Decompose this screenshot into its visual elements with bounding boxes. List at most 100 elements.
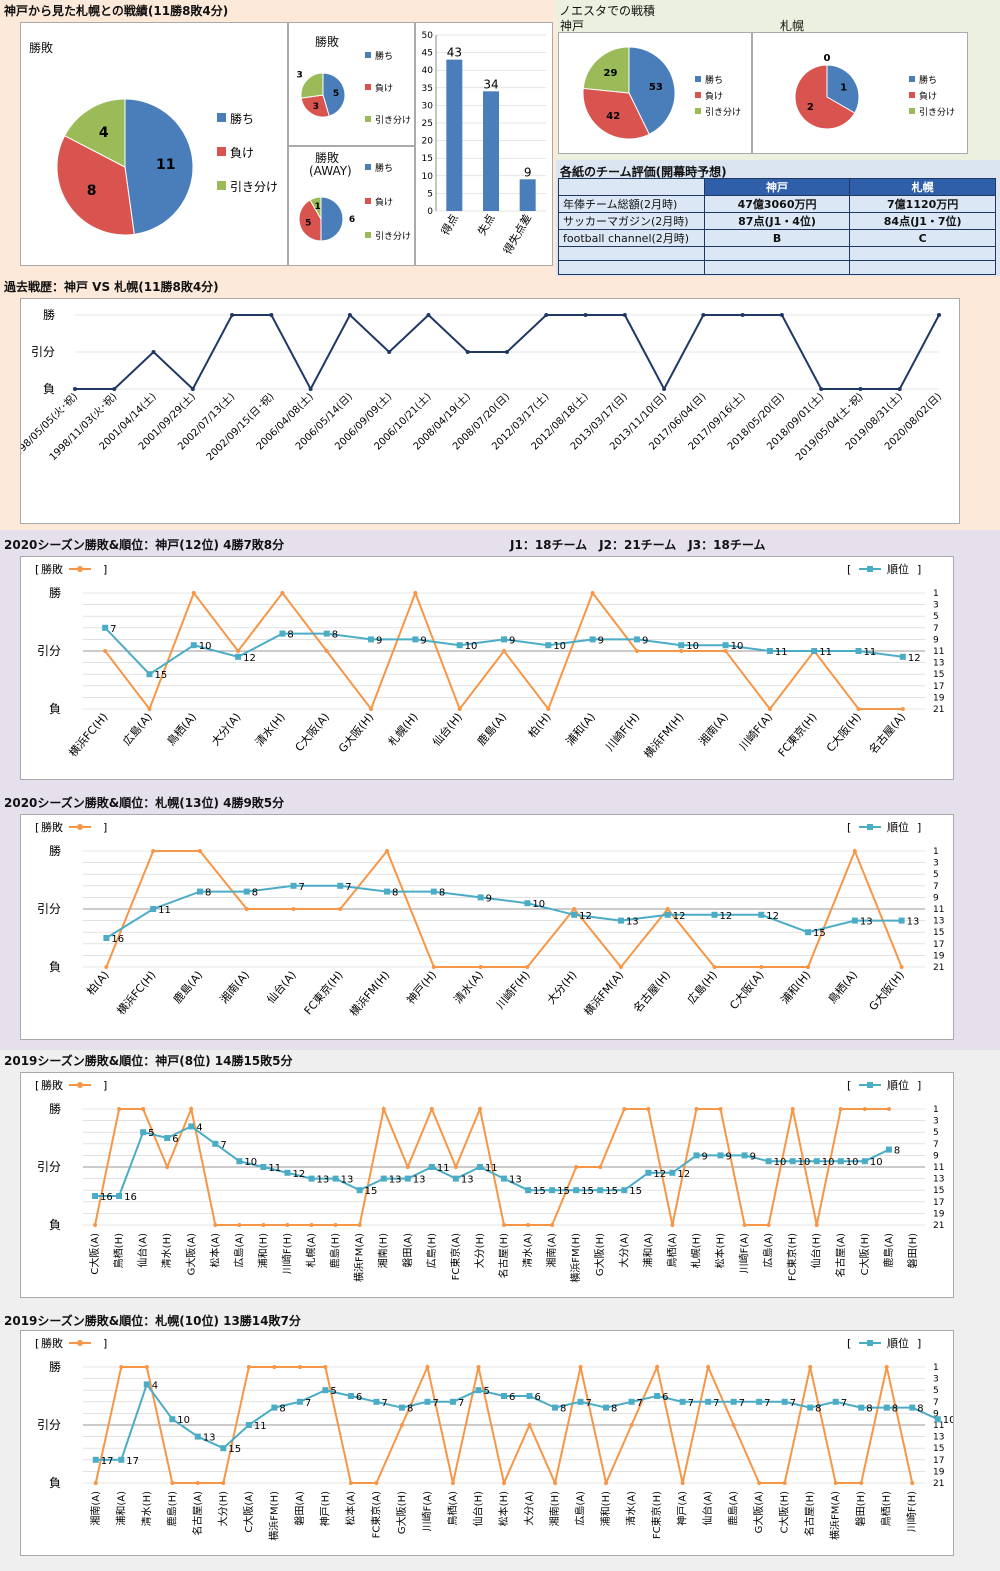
rank-data-label: 7 [586,1398,592,1409]
eval-row-sapporo: 84点(J1・7位) [849,212,996,230]
season-result-label: 負 [49,702,61,716]
result-point [476,1365,481,1369]
rank-data-label: 9 [420,635,426,646]
rank-data-label: 10 [244,1157,257,1168]
rank-data-label: 12 [673,911,686,922]
pie-slice [320,196,344,242]
rank-point [452,1175,459,1182]
rank-point [212,1140,219,1147]
result-point [246,1365,251,1369]
pie-legend-label: 負け [375,196,393,208]
history-point [583,313,588,317]
season-rank-tick: 17 [933,940,944,950]
rank-point [196,888,203,895]
pie-legend-label: 勝ち [375,50,393,62]
season-x-label: 鹿島(A) [170,968,205,1006]
rank-point [169,1416,176,1423]
pie-legend-label: 引き分け [705,107,741,118]
result-point [197,849,202,853]
history-point [230,313,235,317]
pie-slice [63,98,126,168]
season-x-label: 広島(H) [425,1233,438,1268]
rank-data-label: 11 [268,1163,281,1174]
season-result-label: 引分 [37,1418,61,1432]
pie-slice-label: 2 [807,102,814,113]
result-point [369,707,374,711]
result-point [646,1107,651,1111]
rank-data-label: 8 [892,1404,898,1415]
result-point [856,707,861,711]
pie-legend-swatch [909,92,915,98]
season-x-label: C大阪(A) [726,968,766,1012]
season-x-label: FC東京(A) [369,1491,382,1538]
rank-point [571,911,578,918]
rank-data-label: 7 [790,1398,796,1409]
result-point [665,907,670,911]
season-rank-tick: 21 [933,963,944,973]
rank-data-label: 13 [461,1175,474,1186]
season-x-label: 大分(H) [216,1491,229,1526]
rank-data-label: 10 [798,1157,811,1168]
pie-legend-label: 勝ち [919,74,937,86]
season-x-label: 横浜FM(H) [641,710,687,761]
season-x-label: FC東京(H) [786,1233,799,1281]
rank-point [236,1158,243,1165]
s2019-kobe-title: 2019シーズン勝敗&順位：神戸(8位) 14勝15敗5分 [4,1054,293,1068]
result-point [502,1223,506,1227]
rank-point [92,1193,99,1199]
pie-legend-label: 負け [230,146,254,160]
season-x-label: 浦和(A) [114,1491,127,1526]
rank-data-label: 16 [100,1192,113,1203]
rank-point [102,624,109,631]
rank-point [722,642,729,649]
result-point [629,1423,634,1427]
away-pie-title-l1: 勝敗 [315,151,340,165]
rank-point [356,1187,363,1194]
rank-point [711,911,718,918]
rank-data-label: 7 [432,1398,438,1409]
result-point [399,1423,404,1427]
season-rank-tick: 3 [933,601,939,611]
rank-point [140,1129,147,1136]
eval-row: サッカーマガジン(2月時) 87点(J1・4位) 84点(J1・7位) [558,212,996,230]
legend-result-marker [77,566,83,572]
season-x-label: 名古屋(A) [866,710,908,757]
season-x-label: FC東京(H) [301,968,346,1018]
season-x-label: 神戸(H) [403,968,439,1007]
legend-rank-label: 順位 [887,1078,909,1092]
rank-data-label: 10 [177,1415,190,1426]
rank-point [384,888,391,895]
rank-point [296,1398,303,1405]
pie-legend-swatch [365,84,371,90]
rank-point [290,882,297,889]
history-point [819,387,824,391]
result-point [425,1365,430,1369]
pie-slice-label: 6 [349,215,355,225]
result-point [723,649,728,653]
result-point [767,707,772,711]
eval-row-label: football channel(2月時) [558,229,705,247]
pie-slice [826,64,860,114]
result-point [808,1365,813,1369]
season-result-label: 負 [49,960,61,974]
rank-data-label: 15 [365,1186,378,1197]
rank-point [308,1175,315,1182]
season-x-label: 横浜FM(A) [353,1233,366,1282]
season-x-label: 川崎F(A) [420,1491,433,1531]
rank-point [477,894,484,901]
rank-data-label: 8 [866,1404,872,1415]
rank-data-label: 5 [330,1386,336,1397]
eval-row-label [558,246,705,261]
result-point [553,1481,558,1485]
result-point [900,707,905,711]
rank-data-label: 12 [243,653,256,664]
pie-legend-label: 負け [375,82,393,94]
season-rank-tick: 15 [933,1186,944,1196]
result-point [525,965,530,969]
rank-point [116,1193,123,1199]
season-x-label: 名古屋(H) [630,968,673,1015]
season-x-label: 大分(H) [473,1233,486,1268]
result-point [712,965,717,969]
rank-data-label: 6 [356,1392,362,1403]
